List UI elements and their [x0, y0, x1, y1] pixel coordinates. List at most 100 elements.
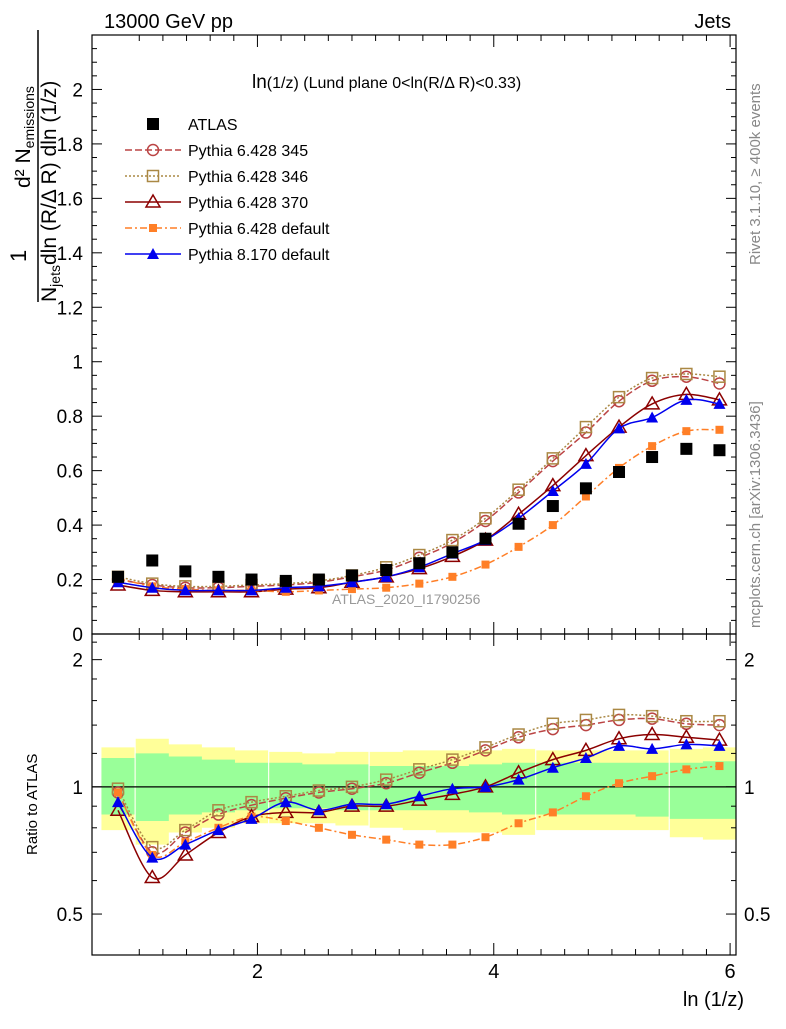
ratio-point-p8def [546, 761, 559, 773]
x-tick-label: 4 [488, 961, 499, 983]
ratio-point-p6def [347, 830, 356, 839]
data-point-p346 [546, 452, 560, 465]
plot-title-rest: (1/z) (Lund plane 0<ln(R/Δ R)<0.33) [267, 75, 521, 92]
upper-panel: 0 0.2 0.4 0.6 0.8 1 1.2 1.4 1.6 1.8 2 [57, 34, 737, 646]
legend-label-p370: Pythia 6.428 370 [188, 195, 308, 212]
data-point-atlas [680, 442, 693, 455]
data-point-p345 [713, 377, 726, 390]
data-point-atlas [312, 573, 325, 586]
ratio-point-p346 [245, 795, 258, 809]
ratio-point-p8def [345, 798, 358, 810]
ratio-point-p6def [615, 779, 624, 788]
legend-label-p8def: Pythia 8.170 default [188, 247, 330, 264]
ratio-point-p8def [613, 739, 626, 751]
ratio-point-p346 [713, 714, 726, 728]
analysis-watermark: ATLAS_2020_I1790256 [332, 591, 481, 607]
ratio-point-p346 [413, 763, 426, 776]
data-point-p346 [512, 483, 525, 496]
x-axis-label: ln (1/z) [683, 989, 744, 1011]
ratio-point-p8def [380, 798, 393, 810]
ratio-point-p346 [179, 823, 192, 837]
data-point-atlas [512, 517, 525, 530]
ratio-point-p346 [446, 753, 459, 766]
legend: ATLAS Pythia 6.428 345 Pythia 6.428 346 Pyt… [125, 117, 330, 264]
y-tick-label: 1.8 [57, 135, 83, 156]
data-point-p370 [643, 395, 661, 410]
y-tick-label: 1.4 [57, 244, 84, 265]
legend-marker-p6def [149, 224, 157, 232]
ratio-point-p346 [579, 713, 593, 727]
data-point-p8def [179, 584, 192, 596]
ratio-y-label: Ratio to ATLAS [24, 754, 41, 855]
data-point-p8def [279, 581, 292, 593]
ratio-point-p6def [682, 765, 691, 774]
data-point-atlas [546, 500, 559, 513]
legend-label-p345: Pythia 6.428 345 [188, 143, 308, 160]
data-point-p346 [479, 512, 492, 525]
ratio-tick-label-right: 0.5 [744, 905, 770, 926]
legend-marker-p370 [144, 193, 162, 208]
ratio-point-p6def [548, 808, 557, 817]
ratio-point-p8def [413, 790, 426, 802]
data-point-atlas [613, 465, 626, 478]
header-right: Jets [694, 11, 731, 33]
data-point-p6def [514, 542, 523, 551]
y-tick-label: 0.4 [57, 516, 84, 537]
ratio-tick-label-right: 2 [744, 651, 755, 672]
y-tick-label: 0.8 [57, 407, 83, 428]
ratio-point-p8def [245, 812, 258, 824]
data-point-atlas [579, 482, 592, 495]
ratio-point-p346 [612, 708, 626, 722]
ratio-point-p6def [415, 840, 424, 849]
ratio-point-p8def [111, 796, 124, 808]
ratio-point-p8def [512, 773, 525, 785]
data-point-atlas [479, 532, 492, 545]
data-point-p346 [579, 420, 593, 434]
ratio-tick-label-left: 2 [72, 651, 83, 672]
data-point-p8def [380, 570, 393, 582]
data-point-p346 [446, 533, 459, 547]
data-point-atlas [713, 444, 726, 457]
header-left: 13000 GeV pp [104, 11, 233, 33]
data-point-atlas [179, 565, 192, 578]
data-point-p6def [448, 572, 457, 581]
ratio-point-p8def [279, 796, 292, 808]
data-point-atlas [446, 546, 459, 559]
ratio-point-p6def [715, 762, 724, 771]
ratio-point-p346 [345, 780, 359, 794]
ratio-point-p6def [648, 772, 657, 781]
data-point-atlas [245, 573, 258, 586]
legend-marker-p345 [146, 143, 160, 157]
ratio-point-p346 [645, 709, 659, 723]
data-point-p8def [312, 580, 325, 592]
data-point-p8def [680, 393, 693, 405]
data-point-atlas [279, 574, 292, 587]
y-tick-label: 1.6 [57, 189, 83, 210]
ratio-frame [91, 633, 737, 956]
ratio-point-p8def [312, 804, 325, 816]
ratio-point-p370 [143, 869, 161, 884]
legend-marker-p346 [146, 169, 160, 183]
ratio-point-p8def [446, 782, 459, 794]
x-tick-label: 6 [725, 961, 736, 983]
ratio-point-p8def [680, 738, 693, 750]
ratio-point-p8def [146, 851, 159, 863]
data-point-p346 [645, 371, 659, 385]
data-point-atlas [646, 451, 659, 464]
data-point-p6def [347, 585, 356, 594]
ratio-point-p8def [179, 838, 192, 850]
ratio-point-p8def [212, 824, 225, 836]
ratio-point-p6def [448, 840, 457, 849]
ratio-point-p8def [579, 752, 592, 764]
data-point-p6def [548, 521, 557, 530]
legend-label-p6def: Pythia 6.428 default [188, 221, 330, 238]
data-point-p8def [212, 584, 225, 596]
ratio-point-p6def [314, 823, 323, 832]
plot-title: ln(1/z) (Lund plane 0<ln(R/Δ R)<0.33) [252, 72, 521, 93]
rivet-label: Rivet 3.1.10, ≥ 400k events [747, 83, 764, 265]
data-point-atlas [111, 570, 124, 583]
series-line-p346 [117, 373, 720, 588]
ratio-point-p6def [481, 833, 490, 842]
data-point-p8def [345, 576, 358, 588]
